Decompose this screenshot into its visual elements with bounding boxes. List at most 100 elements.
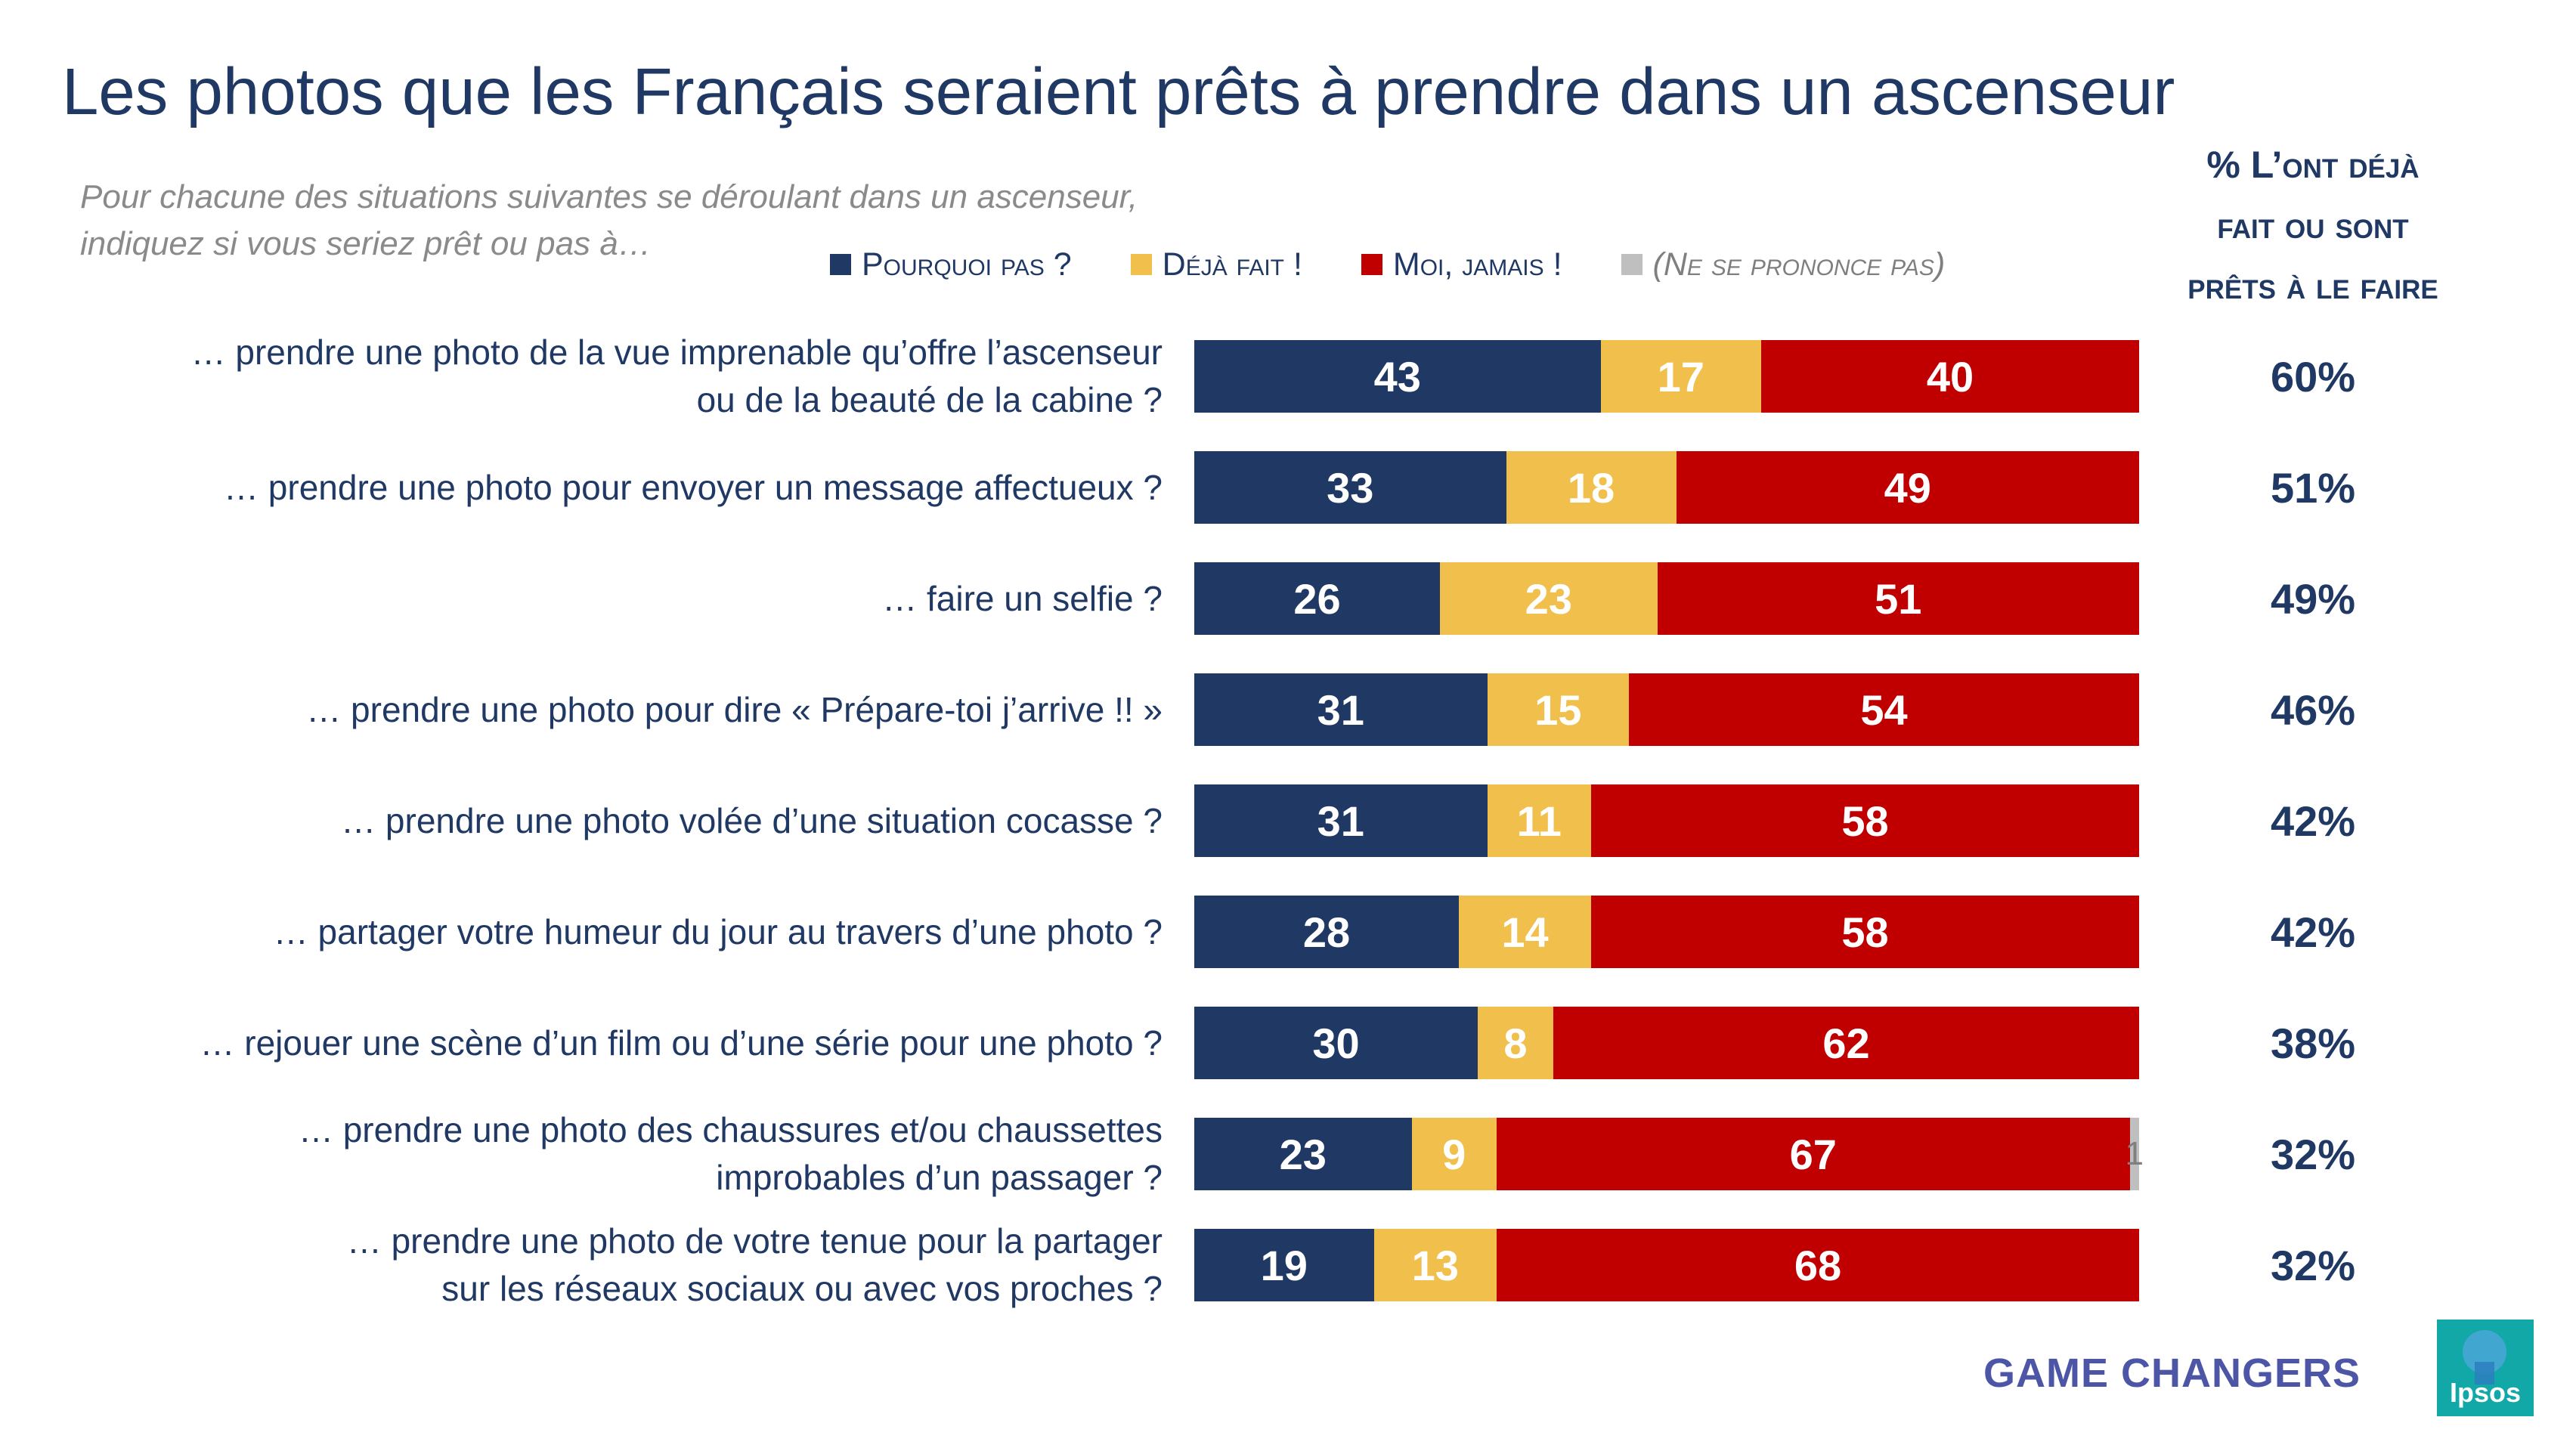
legend-swatch-deja-fait (1130, 254, 1152, 275)
bar-segment-pourquoi-pas: 28 (1194, 896, 1459, 968)
bar-segment-pourquoi-pas: 31 (1194, 673, 1488, 746)
page-title: Les photos que les Français seraient prê… (62, 55, 2175, 128)
bar-row: 31 15 54 (1194, 673, 2139, 746)
bar-segment-deja-fait: 23 (1440, 562, 1658, 635)
legend-item-deja-fait: Déjà fait ! (1130, 246, 1302, 283)
bar-row: 43 17 40 (1194, 340, 2139, 413)
bar-segment-moi-jamais: 51 (1657, 562, 2139, 635)
category-label: … prendre une photo pour dire « Prépare-… (89, 662, 1163, 757)
category-label-text: … prendre une photo de votre tenue pour … (347, 1217, 1163, 1313)
category-label: … prendre une photo volée d’une situatio… (89, 773, 1163, 868)
bar-row: 28 14 58 (1194, 896, 2139, 968)
category-label-text: … partager votre humeur du jour au trave… (274, 908, 1163, 956)
category-label-text: … prendre une photo volée d’une situatio… (341, 797, 1163, 845)
category-label-text: … prendre une photo pour envoyer un mess… (224, 464, 1163, 512)
bar-segment-moi-jamais: 58 (1591, 784, 2139, 857)
bar-segment-deja-fait: 8 (1478, 1007, 1553, 1079)
category-label: … prendre une photo de la vue imprenable… (89, 329, 1163, 424)
bar-segment-deja-fait: 13 (1373, 1229, 1497, 1301)
legend-item-pourquoi-pas: Pourquoi pas ? (830, 246, 1072, 283)
category-label-line: ou de la beauté de la cabine ? (696, 380, 1163, 419)
summary-header-line-3: prêts à le faire (2187, 265, 2438, 307)
bar-segment-deja-fait: 9 (1411, 1118, 1497, 1190)
legend-item-ne-se-prononce-pas: (Ne se prononce pas) (1621, 246, 1946, 283)
bar-row: 26 23 51 (1194, 562, 2139, 635)
category-label-line: … prendre une photo de la vue imprenable… (190, 333, 1163, 372)
category-label-line: … prendre une photo pour envoyer un mess… (224, 467, 1163, 507)
bar-segment-moi-jamais: 67 (1497, 1118, 2130, 1190)
bar-segment-pourquoi-pas: 33 (1194, 451, 1506, 524)
category-label-text: … faire un selfie ? (882, 575, 1163, 623)
category-label-line: sur les réseaux sociaux ou avec vos proc… (441, 1269, 1163, 1308)
ipsos-logo: Ipsos (2437, 1320, 2534, 1416)
bar-row: 31 11 58 (1194, 784, 2139, 857)
subtitle-line-2: indiquez si vous seriez prêt ou pas à… (80, 225, 652, 262)
category-label-line: … prendre une photo pour dire « Prépare-… (306, 689, 1163, 729)
bar-row: 30 8 62 (1194, 1007, 2139, 1079)
bar-segment-pourquoi-pas: 23 (1194, 1118, 1412, 1190)
chart-legend: Pourquoi pas ? Déjà fait ! Moi, jamais !… (830, 243, 1945, 286)
summary-percentage: 42% (2270, 797, 2356, 845)
summary-percentage: 46% (2270, 686, 2356, 734)
subtitle: Pour chacune des situations suivantes se… (80, 174, 1138, 268)
legend-label-deja-fait: Déjà fait ! (1162, 246, 1302, 283)
summary-header-line-2: fait ou sont (2217, 204, 2409, 246)
bar-segment-moi-jamais: 49 (1676, 451, 2139, 524)
bar-segment-ne-se-prononce-pas: 1 (2126, 1118, 2144, 1190)
category-label-text: … prendre une photo de la vue imprenable… (191, 329, 1163, 424)
category-label-line: … prendre une photo de votre tenue pour … (346, 1221, 1163, 1261)
bar-segment-pourquoi-pas: 43 (1194, 340, 1601, 413)
legend-label-moi-jamais: Moi, jamais ! (1392, 246, 1562, 283)
bar-segment-pourquoi-pas: 30 (1194, 1007, 1478, 1079)
category-label-line: … partager votre humeur du jour au trave… (273, 911, 1163, 951)
category-label-text: … prendre une photo pour dire « Prépare-… (306, 686, 1163, 734)
subtitle-line-1: Pour chacune des situations suivantes se… (80, 178, 1138, 215)
bar-segment-pourquoi-pas: 19 (1194, 1229, 1374, 1301)
bar-segment-deja-fait: 11 (1487, 784, 1591, 857)
bar-segment-pourquoi-pas: 31 (1194, 784, 1488, 857)
bar-segment-moi-jamais: 54 (1629, 673, 2139, 746)
category-label-line: … prendre une photo volée d’une situatio… (341, 800, 1163, 840)
summary-percentage: 32% (2270, 1242, 2356, 1289)
legend-swatch-ne-se-prononce-pas (1621, 254, 1643, 275)
category-label: … faire un selfie ? (89, 551, 1163, 646)
summary-percentage: 60% (2270, 353, 2356, 401)
summary-percentage: 38% (2270, 1019, 2356, 1067)
legend-swatch-moi-jamais (1361, 254, 1382, 275)
summary-header-line-1: % L’ont déjà (2206, 144, 2420, 186)
logo-neck-shape (2475, 1362, 2494, 1385)
bar-segment-deja-fait: 18 (1506, 451, 1677, 524)
summary-percentage: 51% (2270, 464, 2356, 512)
category-label-line: … faire un selfie ? (882, 578, 1163, 618)
legend-item-moi-jamais: Moi, jamais ! (1361, 246, 1562, 283)
category-label-text: … rejouer une scène d’un film ou d’une s… (200, 1019, 1163, 1067)
category-label-line: … prendre une photo des chaussures et/ou… (298, 1110, 1163, 1149)
bar-row: 23 9 67 1 (1194, 1118, 2144, 1190)
game-changers-brand: GAME CHANGERS (1983, 1351, 2361, 1396)
bar-segment-deja-fait: 14 (1459, 896, 1591, 968)
bar-segment-moi-jamais: 62 (1553, 1007, 2139, 1079)
bar-segment-moi-jamais: 40 (1761, 340, 2139, 413)
summary-percentage: 32% (2270, 1131, 2356, 1178)
category-label: … prendre une photo des chaussures et/ou… (89, 1106, 1163, 1202)
bar-segment-deja-fait: 15 (1487, 673, 1629, 746)
category-label-line: … rejouer une scène d’un film ou d’une s… (200, 1023, 1163, 1063)
category-label: … prendre une photo de votre tenue pour … (89, 1217, 1163, 1313)
bar-segment-pourquoi-pas: 26 (1194, 562, 1440, 635)
bar-row: 19 13 68 (1194, 1229, 2139, 1301)
summary-percentage: 42% (2270, 908, 2356, 956)
bar-row: 33 18 49 (1194, 451, 2139, 524)
logo-text: Ipsos (2449, 1377, 2522, 1408)
bar-segment-moi-jamais: 58 (1591, 896, 2139, 968)
summary-percentage: 49% (2270, 575, 2356, 623)
bar-segment-moi-jamais: 68 (1497, 1229, 2139, 1301)
legend-label-ne-se-prononce-pas: (Ne se prononce pas) (1652, 246, 1946, 283)
category-label-text: … prendre une photo des chaussures et/ou… (299, 1106, 1163, 1202)
category-label: … prendre une photo pour envoyer un mess… (89, 440, 1163, 535)
bar-segment-deja-fait: 17 (1600, 340, 1761, 413)
legend-swatch-pourquoi-pas (830, 254, 851, 275)
category-label: … partager votre humeur du jour au trave… (89, 884, 1163, 979)
category-label: … rejouer une scène d’un film ou d’une s… (89, 995, 1163, 1091)
summary-column-header: % L’ont déjà fait ou sont prêts à le fai… (2116, 135, 2509, 316)
category-label-line: improbables d’un passager ? (716, 1158, 1163, 1197)
